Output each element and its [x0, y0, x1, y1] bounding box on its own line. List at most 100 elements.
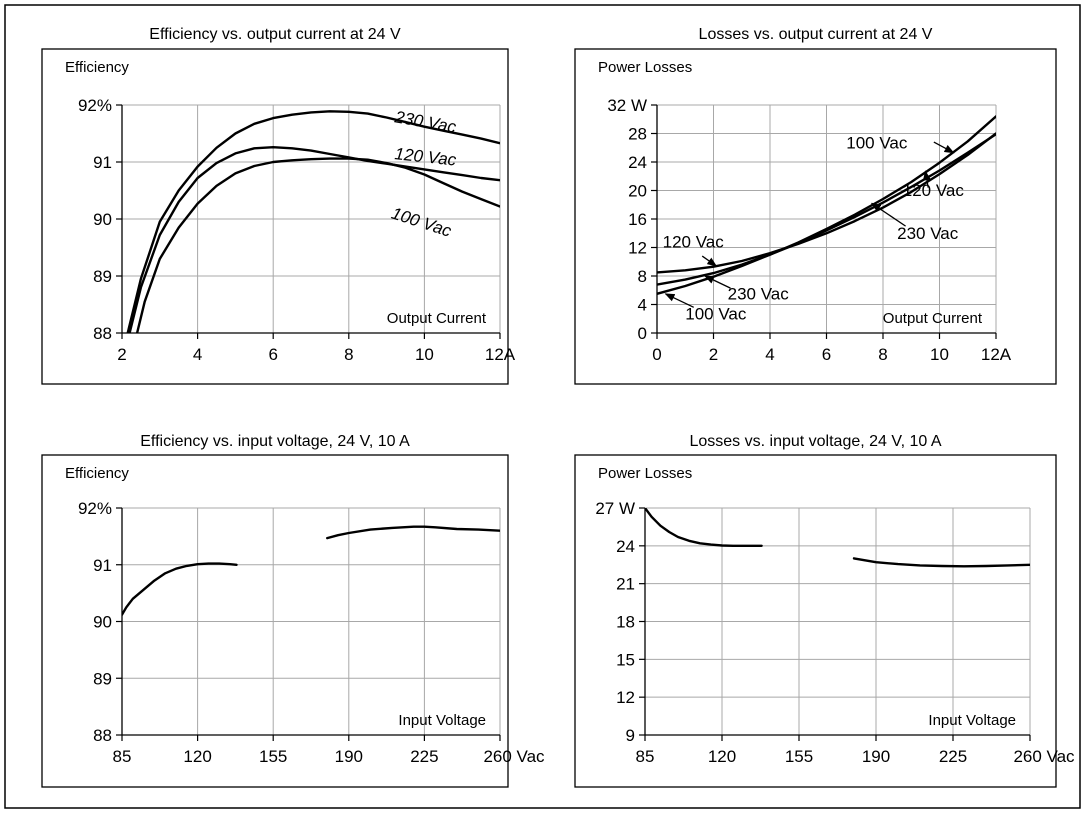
x-tick-label: 155 [785, 747, 813, 766]
x-tick-label: 4 [193, 345, 202, 364]
y-tick-label: 90 [93, 613, 112, 632]
y-axis-label: Power Losses [598, 59, 692, 76]
y-tick-label: 0 [638, 324, 647, 343]
chart-title: Efficiency vs. input voltage, 24 V, 10 A [140, 433, 410, 450]
y-tick-label: 89 [93, 267, 112, 286]
series-label: 100 Vac [389, 204, 454, 241]
series-arrow [922, 170, 931, 188]
x-tick-label: 190 [862, 747, 890, 766]
x-tick-label: 6 [268, 345, 277, 364]
y-tick-label: 89 [93, 669, 112, 688]
x-tick-label: 2 [117, 345, 126, 364]
series-line-2 [128, 146, 500, 333]
x-axis-label: Input Voltage [398, 712, 486, 729]
series-label: 100 Vac [685, 304, 747, 323]
y-tick-label: 32 W [607, 96, 647, 115]
y-tick-label: 20 [628, 182, 647, 201]
y-tick-label: 91 [93, 153, 112, 172]
series-label: 120 Vac [903, 181, 965, 200]
series-label: 100 Vac [846, 133, 908, 152]
x-tick-label: 85 [636, 747, 655, 766]
series-line-2 [326, 525, 500, 540]
chart-3: Efficiency vs. input voltage, 24 V, 10 A… [41, 433, 545, 788]
series-group [122, 525, 500, 616]
chart-4: Losses vs. input voltage, 24 V, 10 A 85 12… [574, 433, 1075, 788]
x-tick-label: 6 [822, 345, 831, 364]
series-line-1 [645, 508, 763, 547]
series-label: 120 Vac [663, 233, 725, 252]
x-tick-label: 85 [113, 747, 132, 766]
y-axis-label: Efficiency [65, 59, 129, 76]
y-axis-label: Power Losses [598, 465, 692, 482]
series-line-2 [852, 557, 1030, 568]
x-tick-label: 8 [878, 345, 887, 364]
y-tick-label: 9 [626, 726, 635, 745]
y-tick-label: 16 [628, 210, 647, 229]
chart-1: Efficiency vs. output current at 24 V 2 4 6… [41, 26, 516, 385]
y-tick-label: 88 [93, 726, 112, 745]
chart-frame [41, 48, 509, 385]
y-axis-label: Efficiency [65, 465, 129, 482]
y-tick-label: 88 [93, 324, 112, 343]
series-arrow [704, 275, 731, 289]
series-group [645, 508, 1030, 568]
chart-frame [574, 48, 1057, 385]
y-tick-label: 18 [616, 613, 635, 632]
y-tick-label: 15 [616, 650, 635, 669]
series-line-3 [657, 133, 996, 286]
y-tick-label: 12 [616, 688, 635, 707]
series-line-1 [126, 110, 500, 333]
series-line-1 [122, 562, 238, 616]
y-tick-label: 91 [93, 556, 112, 575]
x-tick-label: 10 [930, 345, 949, 364]
y-tick-label: 27 W [595, 499, 635, 518]
chart-title: Losses vs. input voltage, 24 V, 10 A [689, 433, 941, 450]
x-tick-label: 225 [939, 747, 967, 766]
chart-frame [41, 454, 509, 788]
y-tick-label: 92% [78, 499, 112, 518]
series-line-2 [657, 132, 996, 274]
chart-title: Losses vs. output current at 24 V [699, 26, 933, 43]
x-axis-label: Input Voltage [928, 712, 1016, 729]
y-tick-label: 24 [628, 153, 647, 172]
x-tick-label: 120 [183, 747, 211, 766]
y-tick-label: 24 [616, 537, 635, 556]
series-arrow [701, 255, 718, 267]
y-tick-label: 8 [638, 267, 647, 286]
chart-2: Losses vs. output current at 24 V0 2 4 6 8 10… [574, 26, 1057, 385]
y-tick-label: 12 [628, 239, 647, 258]
x-tick-label: 2 [709, 345, 718, 364]
chart-title: Efficiency vs. output current at 24 V [149, 26, 401, 43]
series-line-3 [135, 157, 500, 333]
y-tick-label: 92% [78, 96, 112, 115]
x-tick-label: 10 [415, 345, 434, 364]
x-tick-label: 12A [981, 345, 1012, 364]
y-tick-label: 21 [616, 575, 635, 594]
x-tick-label: 260 Vac [1013, 747, 1075, 766]
series-label: 230 Vac [728, 285, 790, 304]
y-tick-label: 28 [628, 125, 647, 144]
series-arrow [664, 293, 695, 308]
series-group [126, 110, 500, 333]
series-arrow [870, 202, 906, 227]
x-tick-label: 225 [410, 747, 438, 766]
x-tick-label: 8 [344, 345, 353, 364]
x-axis-label: Output Current [387, 310, 487, 327]
y-tick-label: 90 [93, 210, 112, 229]
x-tick-label: 4 [765, 345, 774, 364]
x-tick-label: 12A [485, 345, 516, 364]
chart-frame [574, 454, 1057, 788]
x-tick-label: 0 [652, 345, 661, 364]
x-tick-label: 120 [708, 747, 736, 766]
x-tick-label: 155 [259, 747, 287, 766]
x-axis-label: Output Current [883, 310, 983, 327]
x-tick-label: 260 Vac [483, 747, 545, 766]
series-arrow [933, 141, 955, 154]
series-label: 230 Vac [392, 107, 458, 137]
series-label: 230 Vac [897, 224, 959, 243]
x-tick-label: 190 [335, 747, 363, 766]
outer-frame [4, 4, 1081, 809]
y-tick-label: 4 [638, 296, 647, 315]
